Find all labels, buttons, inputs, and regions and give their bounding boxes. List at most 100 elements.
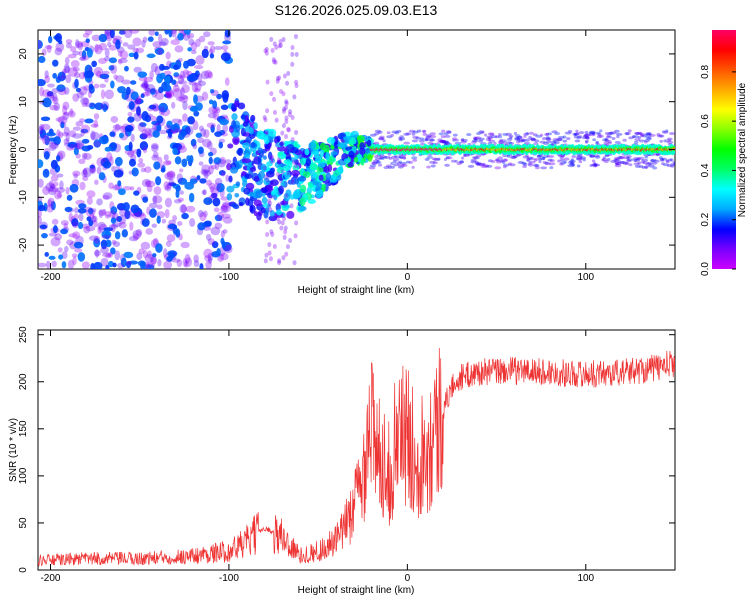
snr-y-tick-label: 100: [18, 467, 29, 484]
spectrogram-cell: [158, 33, 163, 44]
spectrogram-cell: [277, 75, 282, 81]
spectrogram-cell: [455, 138, 459, 142]
spectrogram-cell: [551, 130, 558, 134]
spectrogram-cell: [72, 133, 82, 139]
snr-x-tick-label: 100: [577, 573, 594, 584]
spectrogram-cell: [109, 30, 115, 39]
spectrogram-cell: [590, 154, 596, 158]
spectrogram-cell: [596, 135, 602, 139]
spectrogram-cell: [249, 166, 257, 172]
spectrogram-cell: [83, 226, 91, 234]
spectrogram-cell: [412, 158, 418, 162]
spectrogram-cell: [424, 157, 430, 161]
spectrogram-cell: [632, 135, 639, 139]
spectrogram-cell: [67, 66, 78, 77]
spectrogram-cell: [270, 167, 276, 174]
spectrogram-cell: [141, 218, 150, 227]
spectrogram-cell: [637, 136, 642, 140]
spectrogram-cell: [605, 140, 612, 144]
spectrogram-cell: [516, 135, 523, 139]
spectrogram-cell: [540, 166, 548, 170]
spectrogram-cell: [562, 135, 567, 139]
spectrogram-cell: [151, 154, 159, 161]
spectrogram-cell: [639, 132, 643, 136]
spectrogram-cell: [177, 145, 187, 153]
spectrogram-cell: [44, 135, 50, 146]
spectrogram-cell: [119, 208, 127, 217]
spectrogram-cell: [647, 161, 653, 165]
spectrogram-cell: [411, 132, 416, 136]
spectrogram-cell: [208, 106, 218, 114]
spectrogram-cell: [61, 132, 70, 137]
spectrogram-cell: [253, 199, 262, 207]
spectrogram-cell: [650, 159, 655, 163]
spectrogram-cell: [605, 135, 610, 139]
spectrogram-cell: [56, 75, 67, 81]
spectrogram-cell: [394, 131, 400, 135]
spectrogram-cell: [164, 84, 172, 92]
spectrogram-cell: [412, 135, 419, 139]
spectrogram-cell: [276, 157, 281, 163]
spectrogram-cell: [376, 160, 380, 164]
spectrogram-cell: [269, 181, 274, 187]
spectrogram-cell: [641, 165, 645, 169]
spectrogram-cell: [528, 160, 536, 164]
spectrogram-cell: [589, 131, 597, 135]
spectrogram-cell: [193, 260, 200, 267]
spectrogram-cell: [99, 73, 110, 79]
spectrogram-cell: [72, 231, 81, 240]
spectrogram-cell: [224, 77, 230, 86]
spectrogram-cell: [267, 128, 277, 137]
spectrogram-cell: [208, 156, 213, 165]
spectrogram-cell: [175, 228, 181, 238]
spectrogram-cell: [90, 131, 100, 141]
spectrogram-cell: [459, 160, 465, 164]
spectrogram-cell: [189, 178, 198, 184]
spectrogram-cell: [178, 128, 189, 136]
spectrogram-cell: [231, 113, 238, 121]
spectrogram-cell: [269, 91, 274, 97]
spectrogram-cell: [72, 170, 81, 177]
spectrogram-cell: [77, 221, 84, 230]
spectrogram-cell: [82, 176, 89, 182]
spectrogram-cell: [194, 82, 202, 91]
spectrogram-cell: [592, 132, 596, 136]
spectrogram-cell: [544, 132, 550, 136]
spectrogram-cell: [89, 164, 97, 175]
spectrogram-cell: [165, 160, 172, 165]
spectrogram-cell: [199, 211, 207, 222]
spectrogram-cell: [624, 131, 631, 135]
spectrogram-y-label: Frequency (Hz): [8, 116, 19, 185]
colorbar-tick-label: 0.8: [700, 64, 711, 78]
spectrogram-cell: [145, 84, 156, 94]
spectrogram-cell: [527, 163, 534, 167]
spectrogram-cell: [628, 163, 633, 167]
spectrogram-cell: [193, 110, 200, 117]
spectrogram-cell: [595, 131, 601, 135]
spectrogram-cell: [93, 261, 103, 269]
spectrogram-cell: [272, 243, 277, 249]
spectrogram-cell: [474, 136, 482, 140]
spectrogram-cell: [286, 170, 291, 176]
spectrogram-cell: [216, 123, 221, 134]
spectrogram-cell: [475, 154, 482, 158]
spectrogram-cell: [214, 131, 223, 138]
spectrogram-cell: [289, 147, 299, 154]
spectrogram-cell: [390, 165, 395, 169]
spectrogram-cell: [203, 45, 209, 51]
spectrogram-cell: [165, 184, 172, 192]
spectrogram-cell: [142, 249, 148, 259]
spectrogram-cell: [197, 146, 204, 155]
spectrogram-cell: [197, 137, 205, 144]
spectrogram-cell: [283, 149, 288, 155]
spectrogram-cell: [444, 157, 448, 161]
spectrogram-cell: [385, 164, 392, 168]
spectrogram-y-tick-label: 0: [18, 146, 29, 152]
spectrogram-cell: [72, 66, 80, 72]
spectrogram-cell: [585, 136, 590, 140]
spectrogram-cell: [160, 167, 166, 173]
spectrogram-cell: [208, 151, 214, 157]
spectrogram-cells: [38, 30, 675, 269]
spectrogram-cell: [513, 131, 518, 135]
spectrogram-cell: [52, 93, 58, 102]
